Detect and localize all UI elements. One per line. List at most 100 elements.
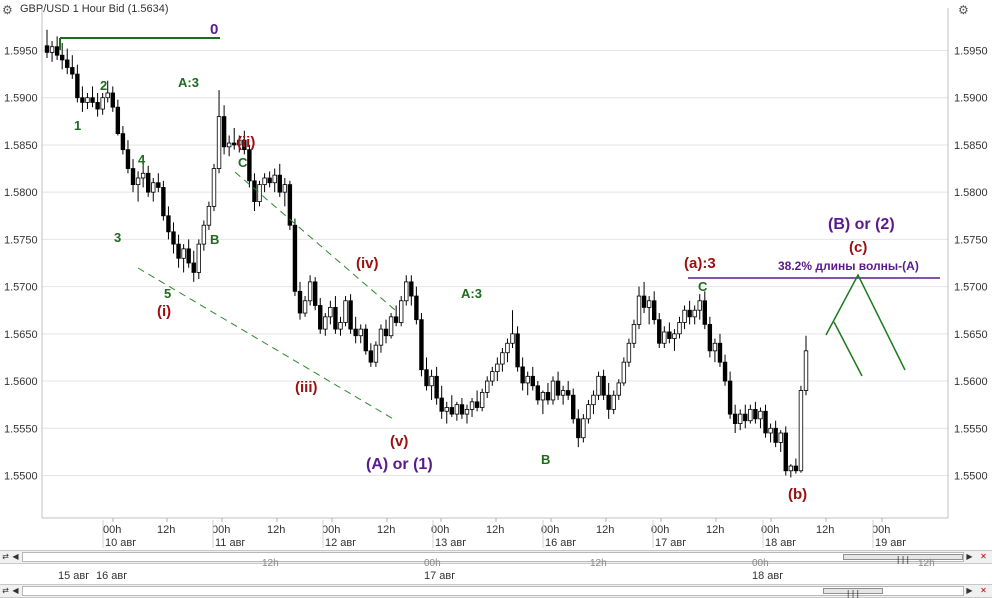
scroll-track[interactable]: ||| bbox=[22, 552, 964, 564]
candle bbox=[186, 239, 191, 268]
candle-body bbox=[292, 224, 298, 292]
candle-body bbox=[232, 142, 237, 146]
candle bbox=[181, 244, 186, 273]
x-time-label: 12h bbox=[157, 524, 175, 536]
candle bbox=[591, 390, 596, 415]
candle bbox=[171, 222, 176, 254]
candle bbox=[778, 430, 783, 452]
wave-label: C bbox=[238, 155, 248, 170]
scroll-left-button[interactable]: ◀ bbox=[12, 586, 19, 595]
candle bbox=[748, 404, 753, 424]
candle bbox=[469, 398, 475, 417]
candle-body bbox=[201, 224, 207, 245]
candle-body bbox=[474, 401, 480, 408]
time-scrollbar[interactable]: ⇄ ◀ ||| ▶ ✕ bbox=[0, 550, 992, 564]
candle bbox=[560, 385, 566, 405]
candle-body bbox=[398, 300, 404, 323]
candle bbox=[732, 404, 738, 433]
candle-body bbox=[798, 390, 804, 472]
candle-body bbox=[712, 342, 718, 352]
chart-title: GBP/USD 1 Hour Bid (1.5634) bbox=[20, 3, 169, 15]
candle-body bbox=[429, 375, 434, 387]
link-arrows-icon[interactable]: ⇄ bbox=[2, 586, 9, 595]
scroll-track[interactable]: ||| bbox=[22, 586, 964, 598]
secondary-date-label: 18 авг bbox=[752, 570, 784, 582]
candle bbox=[500, 348, 505, 372]
candle-body bbox=[105, 92, 110, 99]
candle bbox=[166, 206, 171, 240]
candle bbox=[459, 398, 465, 419]
secondary-time-label: 12h bbox=[262, 558, 279, 569]
wave-label: (ii) bbox=[237, 134, 255, 151]
y-tick-label: 1.5750 bbox=[954, 234, 988, 246]
candle bbox=[85, 93, 90, 110]
y-tick-label: 1.5750 bbox=[4, 234, 38, 246]
candle-body bbox=[636, 295, 642, 325]
candle bbox=[277, 163, 282, 197]
candle-body bbox=[252, 180, 257, 203]
candle bbox=[474, 390, 480, 412]
secondary-scrollbar[interactable]: ⇄ ◀ ||| ▶ ✕ bbox=[0, 584, 992, 598]
wave-label: 1 bbox=[74, 118, 81, 133]
scroll-left-button[interactable]: ◀ bbox=[12, 552, 19, 561]
y-tick-label: 1.5650 bbox=[954, 329, 988, 341]
candle bbox=[252, 173, 257, 212]
candle-body bbox=[54, 46, 60, 56]
projection-sub-wave bbox=[833, 321, 863, 377]
candle-body bbox=[459, 404, 465, 415]
candle bbox=[495, 357, 500, 382]
candle-body bbox=[793, 465, 799, 472]
close-x-icon[interactable]: ✕ bbox=[980, 586, 987, 595]
candle-body bbox=[323, 316, 328, 330]
candle bbox=[151, 178, 156, 202]
candle-body bbox=[505, 342, 510, 354]
candle-body bbox=[353, 328, 358, 337]
candle-body bbox=[328, 306, 333, 318]
candle bbox=[267, 171, 272, 188]
candle-body bbox=[75, 73, 80, 99]
candle bbox=[398, 296, 404, 327]
candle-body bbox=[156, 182, 161, 188]
chart-settings-icon[interactable]: ⚙ bbox=[958, 3, 969, 17]
candle-body bbox=[257, 184, 262, 203]
candle-body bbox=[510, 333, 515, 344]
scroll-right-button[interactable]: ▶ bbox=[966, 552, 973, 561]
channel-lower-line bbox=[137, 267, 396, 421]
chart-settings-icon[interactable]: ⚙ bbox=[2, 3, 13, 17]
candle bbox=[626, 338, 632, 367]
y-tick-label: 1.5500 bbox=[954, 471, 988, 483]
scroll-right-button[interactable]: ▶ bbox=[966, 586, 973, 595]
candle-body bbox=[687, 309, 692, 318]
candle-body bbox=[571, 394, 576, 420]
candle-body bbox=[388, 316, 394, 337]
close-x-icon[interactable]: ✕ bbox=[980, 552, 987, 561]
candle-body bbox=[307, 281, 313, 302]
link-arrows-icon[interactable]: ⇄ bbox=[2, 552, 9, 561]
x-date-label: 12 авг bbox=[325, 537, 356, 549]
x-time-label: 12h bbox=[267, 524, 285, 536]
candle-body bbox=[171, 231, 176, 245]
candle-body bbox=[490, 371, 495, 382]
candle bbox=[616, 379, 621, 400]
candle-body bbox=[226, 142, 232, 148]
candle-body bbox=[140, 172, 146, 179]
candle bbox=[530, 366, 535, 391]
y-tick-label: 1.5550 bbox=[4, 423, 38, 435]
y-tick-label: 1.5800 bbox=[4, 187, 38, 199]
candle-body bbox=[444, 407, 449, 412]
candle-body bbox=[717, 342, 723, 363]
price-chart[interactable]: GBP/USD 1 Hour Bid (1.5634) ⚙ ⚙ 1.59501.… bbox=[0, 0, 992, 552]
candle-body bbox=[464, 408, 470, 415]
candle bbox=[226, 135, 232, 157]
candle bbox=[176, 234, 181, 268]
candle bbox=[571, 388, 576, 424]
candle-body bbox=[565, 390, 571, 396]
candle-body bbox=[312, 281, 318, 306]
candle-body bbox=[191, 262, 196, 273]
candle bbox=[520, 357, 525, 391]
scroll-thumb[interactable]: ||| bbox=[843, 554, 963, 564]
candle-body bbox=[414, 295, 419, 321]
scroll-thumb[interactable]: ||| bbox=[823, 588, 883, 598]
candle bbox=[672, 329, 677, 351]
candle bbox=[657, 313, 662, 348]
